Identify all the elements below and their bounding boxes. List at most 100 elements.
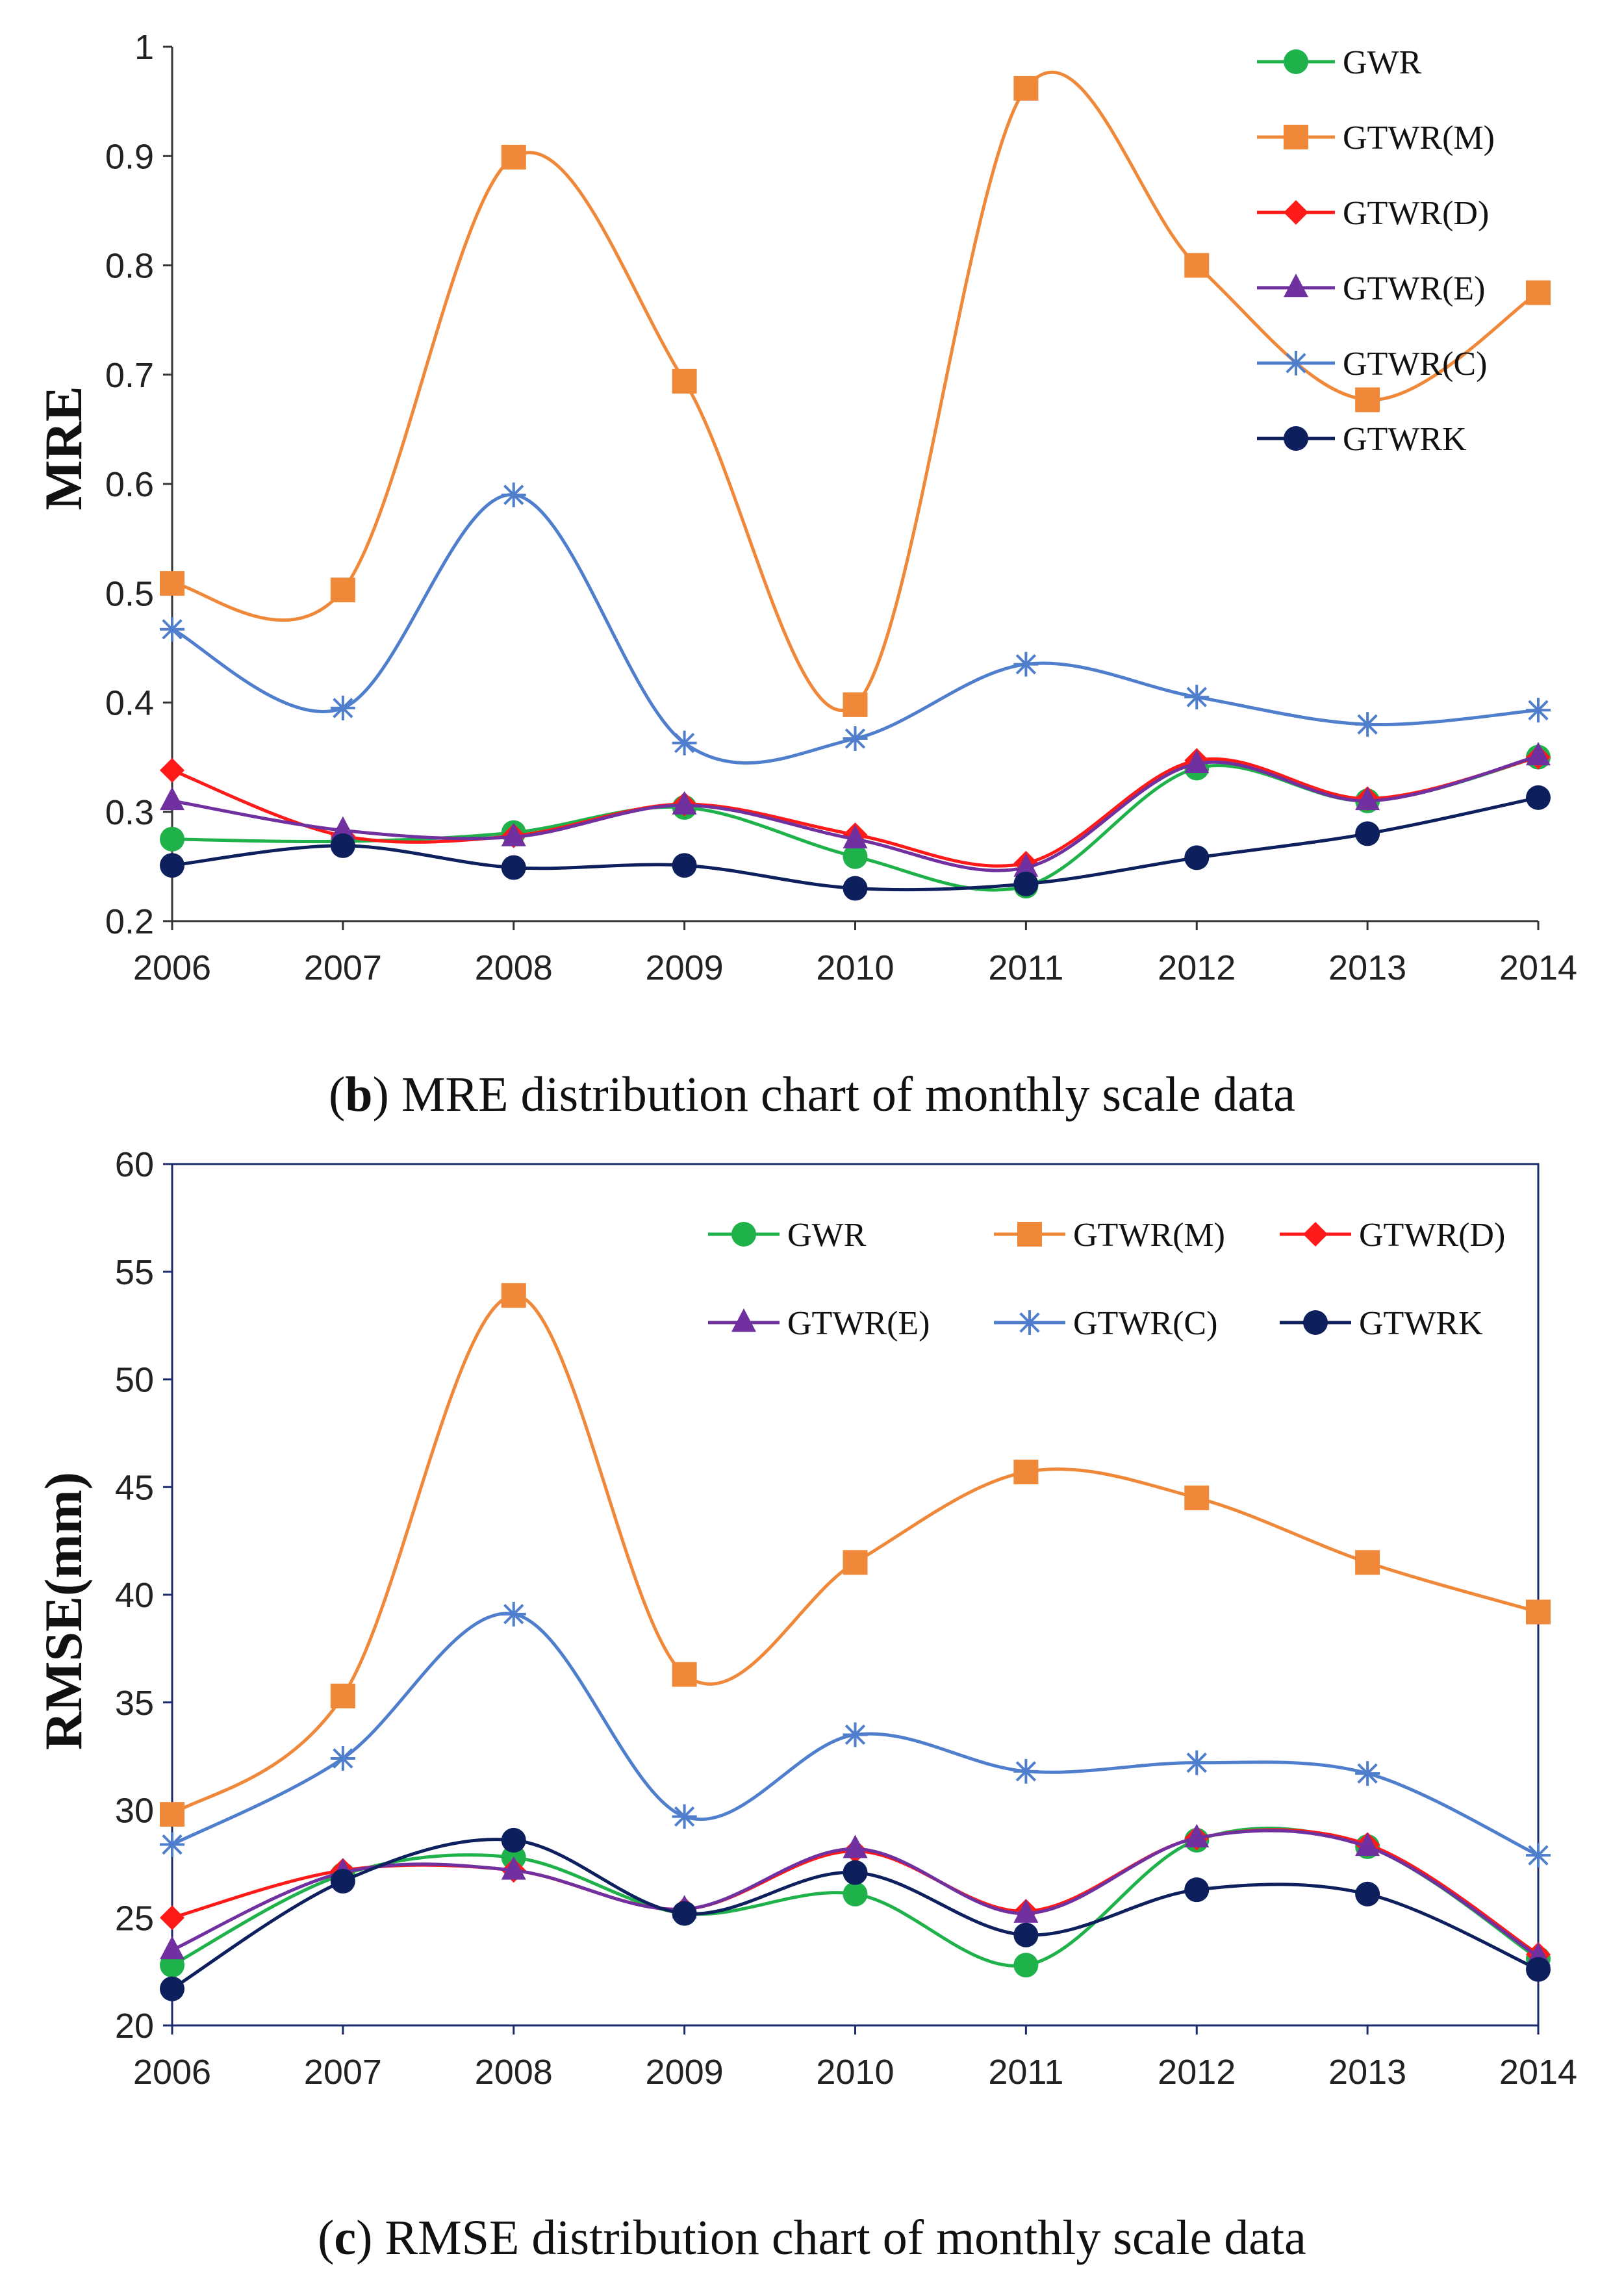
rmse-point-gtwr-m bbox=[501, 1283, 526, 1308]
mre-point-gtwr-e bbox=[501, 822, 526, 846]
mre-caption: (b) MRE distribution chart of monthly sc… bbox=[329, 1067, 1295, 1122]
rmse-series-group bbox=[160, 1283, 1551, 2001]
rmse-legend-label: GTWR(C) bbox=[1073, 1305, 1217, 1342]
mre-point-gtwr-c bbox=[1355, 712, 1380, 737]
rmse-x-tick-label: 2011 bbox=[988, 2053, 1063, 2092]
mre-y-tick-label: 0.7 bbox=[105, 356, 154, 395]
rmse-point-gtwr-c bbox=[1526, 1843, 1551, 1868]
rmse-point-gwr bbox=[843, 1881, 868, 1907]
rmse-point-gtwrk bbox=[1184, 1877, 1210, 1903]
mre-legend-swatch-marker bbox=[1284, 273, 1308, 298]
mre-point-gtwr-c bbox=[160, 616, 184, 642]
mre-point-gtwrk bbox=[672, 853, 697, 878]
mre-y-tick-label: 0.8 bbox=[105, 247, 154, 286]
rmse-line-gtwr-m bbox=[171, 1293, 1539, 1816]
rmse-point-gtwrk bbox=[843, 1860, 868, 1885]
rmse-legend-label: GTWRK bbox=[1359, 1305, 1483, 1342]
mre-series-gtwr-m bbox=[160, 70, 1551, 717]
rmse-series-gtwr-c bbox=[160, 1601, 1551, 1868]
rmse-x-tick-label: 2006 bbox=[133, 2053, 211, 2092]
mre-series-gwr bbox=[160, 744, 1551, 899]
rmse-line-gtwr-c bbox=[171, 1612, 1540, 1857]
mre-series-gtwr-c bbox=[160, 482, 1551, 765]
rmse-x-axis: 2006 2007 2008 2009 2010 2011 2012 2013 2014 bbox=[133, 2025, 1577, 2092]
rmse-point-gtwr-m bbox=[1013, 1460, 1039, 1485]
mre-y-tick-label: 0.2 bbox=[105, 902, 154, 941]
mre-point-gtwr-m bbox=[1355, 387, 1380, 412]
rmse-point-gtwrk bbox=[1526, 1957, 1551, 1982]
mre-line-gtwr-c bbox=[171, 493, 1539, 765]
mre-legend-entry-gtwr-d: GTWR(D) bbox=[1257, 195, 1489, 232]
mre-legend-label: GWR bbox=[1343, 44, 1422, 81]
mre-point-gtwr-e bbox=[843, 824, 868, 849]
rmse-y-tick-label: 55 bbox=[115, 1253, 154, 1292]
mre-point-gtwr-m bbox=[672, 368, 697, 394]
rmse-x-tick-label: 2013 bbox=[1328, 2053, 1406, 2092]
mre-legend-swatch-marker bbox=[1284, 426, 1308, 451]
mre-x-tick-label: 2009 bbox=[646, 948, 724, 987]
mre-chart: 0.20.30.40.50.60.70.80.91 2006 2007 2008 20… bbox=[34, 28, 1577, 1122]
rmse-point-gwr bbox=[1013, 1953, 1039, 1978]
rmse-point-gtwrk bbox=[1355, 1881, 1380, 1907]
mre-legend-label: GTWR(C) bbox=[1343, 346, 1487, 383]
rmse-legend-label: GWR bbox=[787, 1217, 867, 1254]
rmse-point-gtwr-m bbox=[1184, 1485, 1210, 1510]
rmse-x-tick-label: 2010 bbox=[816, 2053, 894, 2092]
rmse-point-gtwr-c bbox=[843, 1722, 868, 1747]
rmse-y-axis: 20 25 30 35 40 45 50 55 60 bbox=[115, 1145, 172, 2046]
rmse-point-gtwr-c bbox=[160, 1832, 184, 1857]
mre-point-gtwr-c bbox=[843, 726, 868, 752]
mre-point-gtwr-c bbox=[330, 695, 355, 720]
mre-plot-area bbox=[171, 47, 1538, 922]
rmse-caption: (c) RMSE distribution chart of monthly s… bbox=[318, 2211, 1306, 2265]
rmse-legend-entry-gtwrk: GTWRK bbox=[1280, 1305, 1483, 1342]
mre-x-tick-label: 2012 bbox=[1158, 948, 1236, 987]
rmse-point-gtwrk bbox=[1013, 1922, 1039, 1947]
mre-x-tick-label: 2013 bbox=[1328, 948, 1406, 987]
rmse-x-tick-label: 2009 bbox=[646, 2053, 724, 2092]
rmse-y-tick-label: 20 bbox=[115, 2007, 154, 2046]
mre-legend-entry-gtwr-m: GTWR(M) bbox=[1257, 120, 1495, 157]
mre-y-tick-label: 1 bbox=[134, 28, 154, 67]
rmse-legend-entry-gtwr-m: GTWR(M) bbox=[994, 1217, 1225, 1254]
mre-y-axis-label: MRE bbox=[34, 386, 93, 510]
mre-legend-entry-gtwrk: GTWRK bbox=[1257, 421, 1467, 458]
mre-y-tick-label: 0.9 bbox=[105, 137, 154, 176]
rmse-y-tick-label: 35 bbox=[115, 1684, 154, 1723]
rmse-point-gtwr-c bbox=[1013, 1758, 1039, 1784]
rmse-point-gtwrk bbox=[330, 1868, 355, 1894]
mre-point-gtwr-e bbox=[1013, 853, 1039, 877]
rmse-point-gtwr-c bbox=[1184, 1750, 1210, 1775]
mre-legend-label: GTWR(E) bbox=[1343, 270, 1485, 307]
rmse-x-tick-label: 2014 bbox=[1499, 2053, 1577, 2092]
mre-point-gtwr-m bbox=[160, 571, 184, 596]
mre-y-tick-label: 0.5 bbox=[105, 574, 154, 613]
rmse-point-gtwr-d bbox=[160, 1905, 184, 1931]
rmse-legend-swatch-marker bbox=[1303, 1310, 1328, 1335]
rmse-legend-swatch-marker bbox=[1017, 1222, 1042, 1247]
mre-legend-label: GTWR(M) bbox=[1343, 120, 1495, 157]
rmse-legend: GWR GTWR(M) GTWR(D) GTWR(E) GTWR(C) GTWRK bbox=[708, 1217, 1505, 1342]
rmse-legend-label: GTWR(M) bbox=[1073, 1217, 1225, 1254]
rmse-point-gtwr-c bbox=[501, 1601, 526, 1627]
rmse-point-gtwr-c bbox=[330, 1745, 355, 1771]
rmse-y-tick-label: 50 bbox=[115, 1361, 154, 1400]
mre-y-axis: 0.2 0.3 0.4 0.5 0.6 0.7 0.8 0.9 1 bbox=[105, 28, 172, 941]
rmse-legend-entry-gtwr-d: GTWR(D) bbox=[1280, 1217, 1505, 1254]
mre-series-group bbox=[160, 70, 1551, 901]
rmse-y-tick-label: 30 bbox=[115, 1792, 154, 1831]
rmse-point-gtwr-m bbox=[1526, 1599, 1551, 1625]
mre-x-tick-label: 2014 bbox=[1499, 948, 1577, 987]
rmse-x-tick-label: 2008 bbox=[475, 2053, 553, 2092]
mre-legend: GWR GTWR(M) GTWR(D) GTWR(E) GTWR(C) GTWRK bbox=[1257, 44, 1495, 458]
mre-legend-entry-gwr: GWR bbox=[1257, 44, 1422, 81]
rmse-series-gtwrk bbox=[160, 1827, 1551, 2001]
mre-point-gwr bbox=[160, 826, 184, 852]
mre-point-gtwr-m bbox=[1526, 280, 1551, 305]
mre-y-tick-label: 0.3 bbox=[105, 793, 154, 832]
mre-point-gtwrk bbox=[501, 855, 526, 880]
mre-x-axis: 2006 2007 2008 2009 2010 2011 2012 2013 2014 bbox=[133, 921, 1577, 987]
mre-point-gtwrk bbox=[1526, 785, 1551, 810]
mre-point-gtwr-m bbox=[330, 577, 355, 603]
mre-point-gtwr-m bbox=[843, 692, 868, 717]
